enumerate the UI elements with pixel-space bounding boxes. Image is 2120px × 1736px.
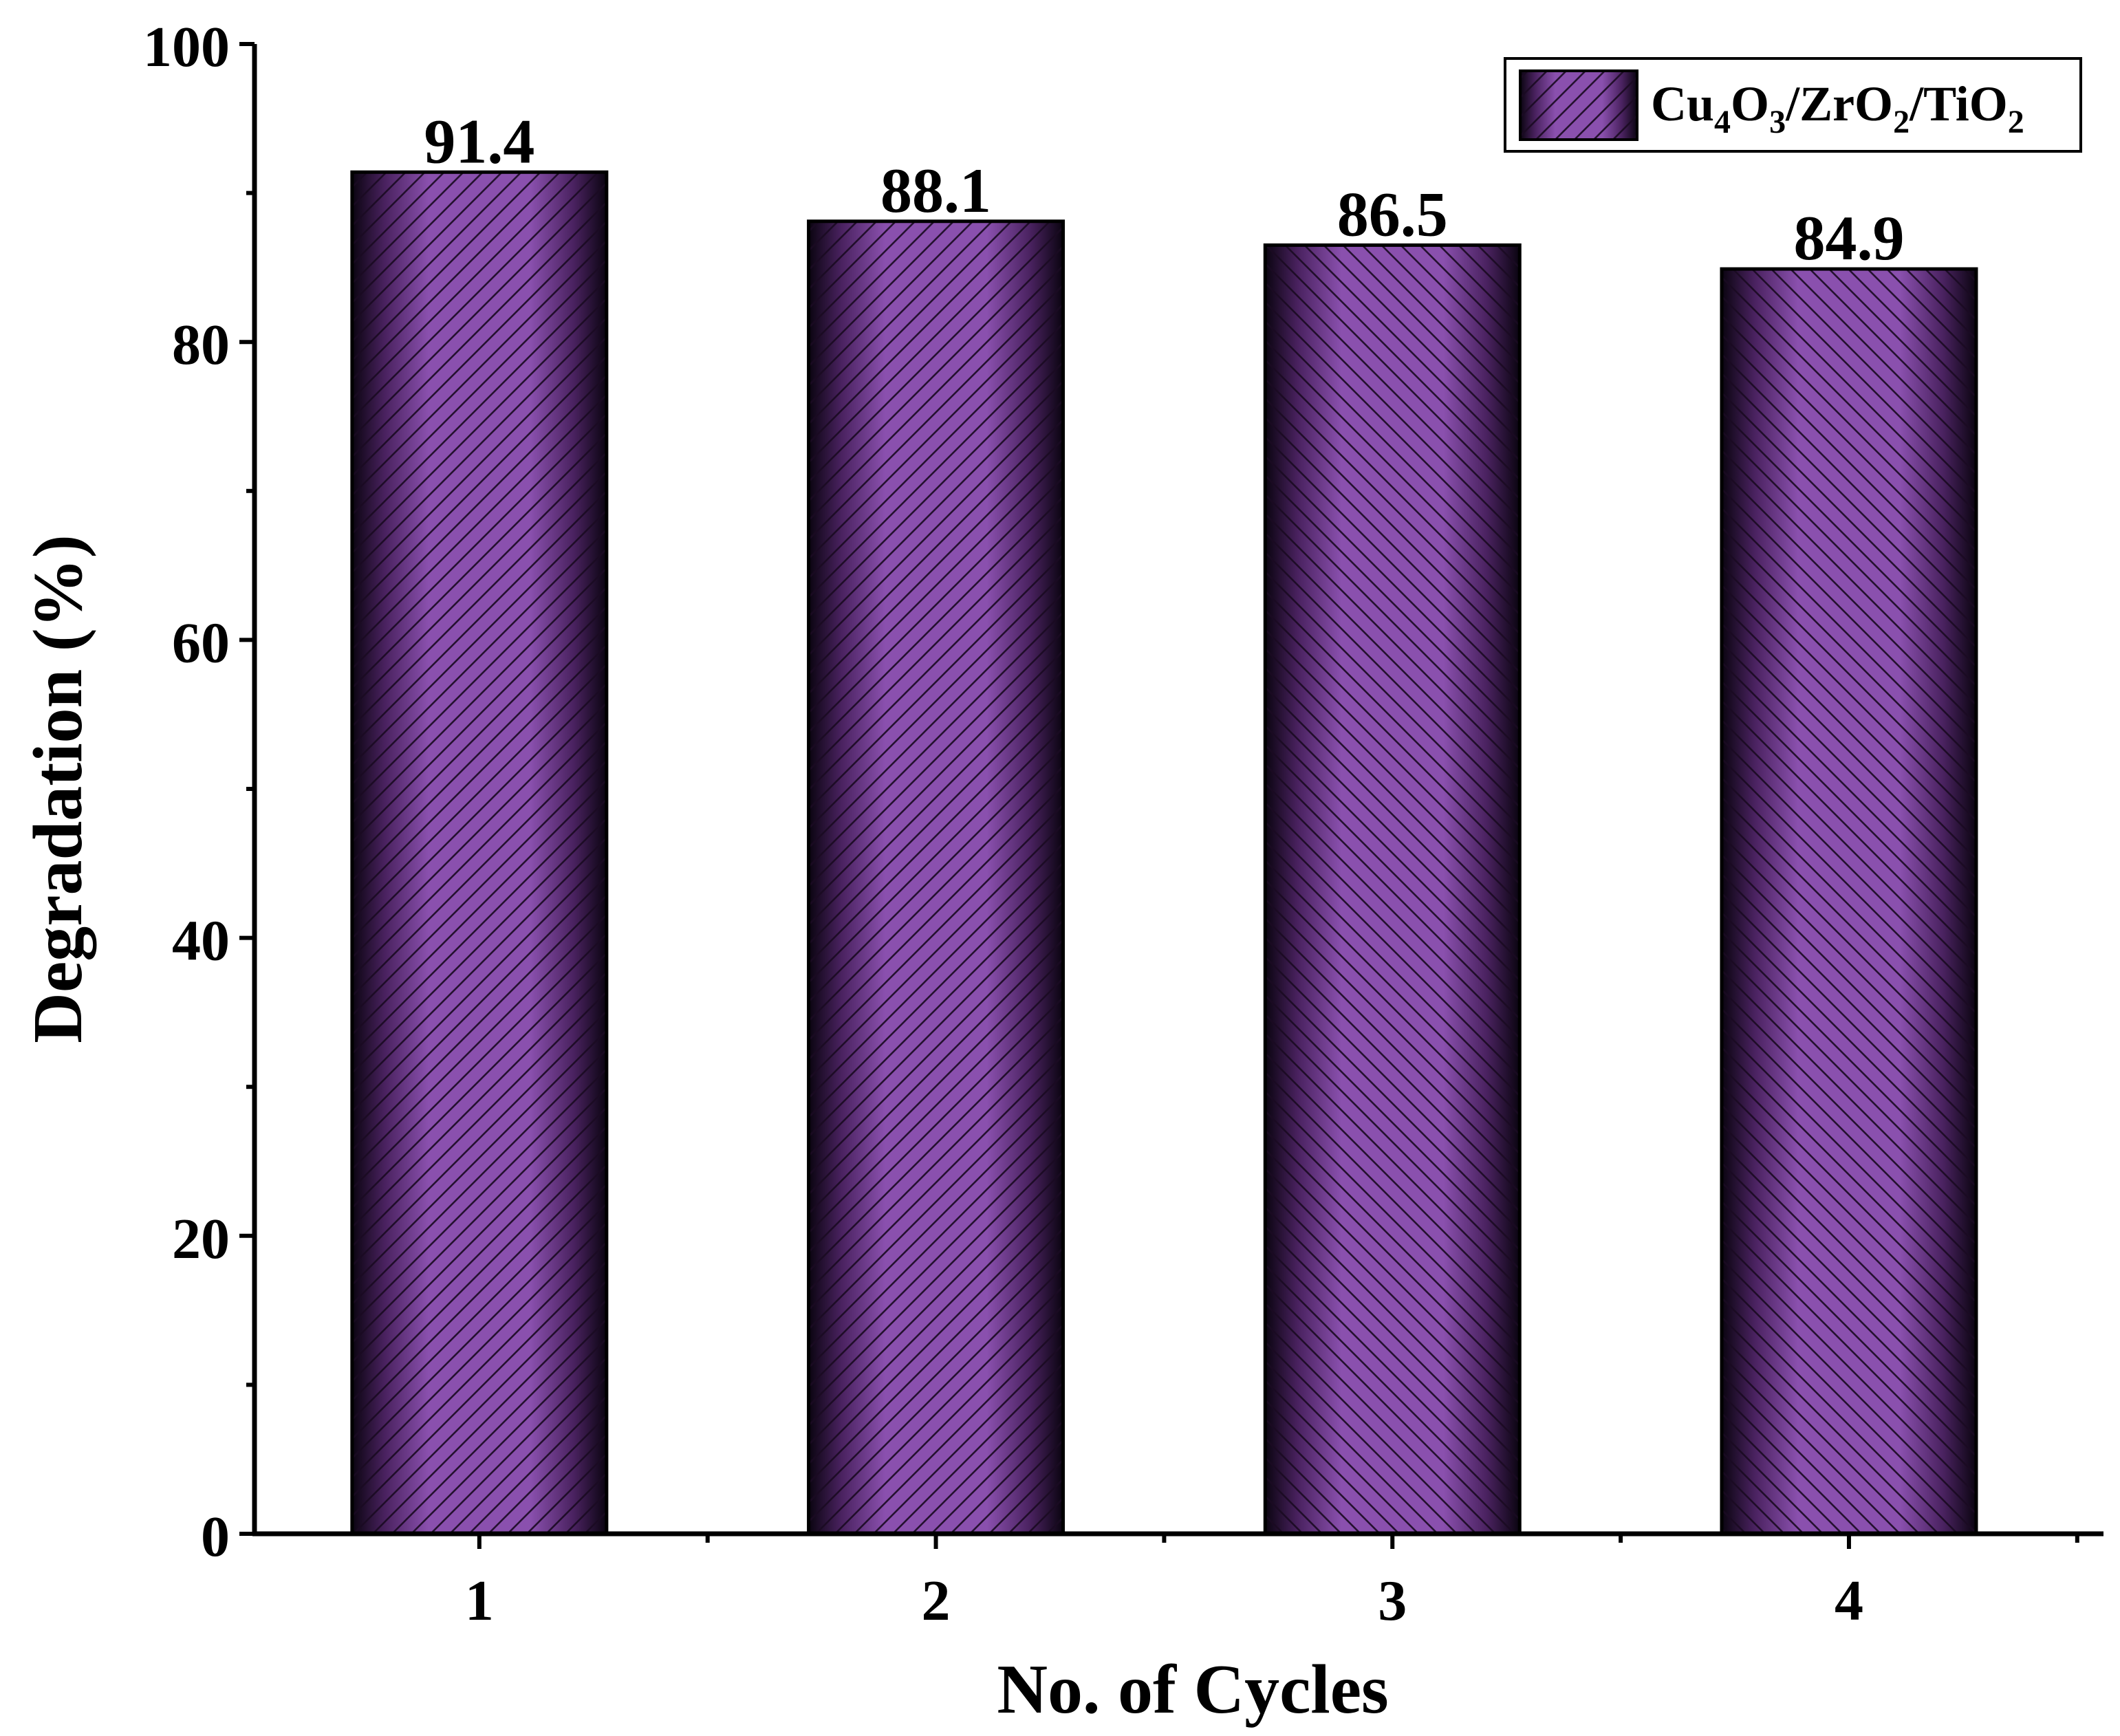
y-tick-label-80: 80 [172, 313, 230, 377]
value-label-cycle-3: 86.5 [1337, 179, 1448, 249]
y-tick-label-0: 0 [201, 1505, 230, 1569]
value-label-cycle-2: 88.1 [880, 155, 991, 226]
legend-swatch [1519, 69, 1638, 141]
y-tick-label-60: 60 [172, 611, 230, 675]
legend-label: Cu4O3/ZrO2/TiO2 [1651, 76, 2024, 140]
x-tick-label-4: 4 [1835, 1569, 1863, 1633]
labels-layer: 91.4 88.1 86.5 84.9 0 20 40 60 80 100 1 2 3 4 No. of C… [19, 15, 1904, 1728]
x-tick-label-3: 3 [1378, 1569, 1407, 1633]
bars-layer [350, 170, 1978, 1536]
x-tick-label-2: 2 [922, 1569, 951, 1633]
axes-layer [239, 42, 2103, 1549]
bar-cycle-3 [1263, 243, 1522, 1536]
x-axis-title: No. of Cycles [997, 1651, 1388, 1728]
value-label-cycle-1: 91.4 [424, 106, 534, 176]
y-axis-title: Degradation (%) [19, 534, 97, 1043]
value-label-cycle-4: 84.9 [1793, 203, 1904, 273]
x-tick-label-1: 1 [465, 1569, 494, 1633]
y-tick-label-100: 100 [143, 15, 230, 79]
bar-cycle-1 [350, 170, 609, 1536]
bar-cycle-2 [807, 219, 1066, 1536]
y-tick-label-20: 20 [172, 1207, 230, 1271]
y-tick-label-40: 40 [172, 909, 230, 973]
bar-cycle-4 [1720, 267, 1978, 1536]
legend: Cu4O3/ZrO2/TiO2 [1504, 57, 2082, 153]
